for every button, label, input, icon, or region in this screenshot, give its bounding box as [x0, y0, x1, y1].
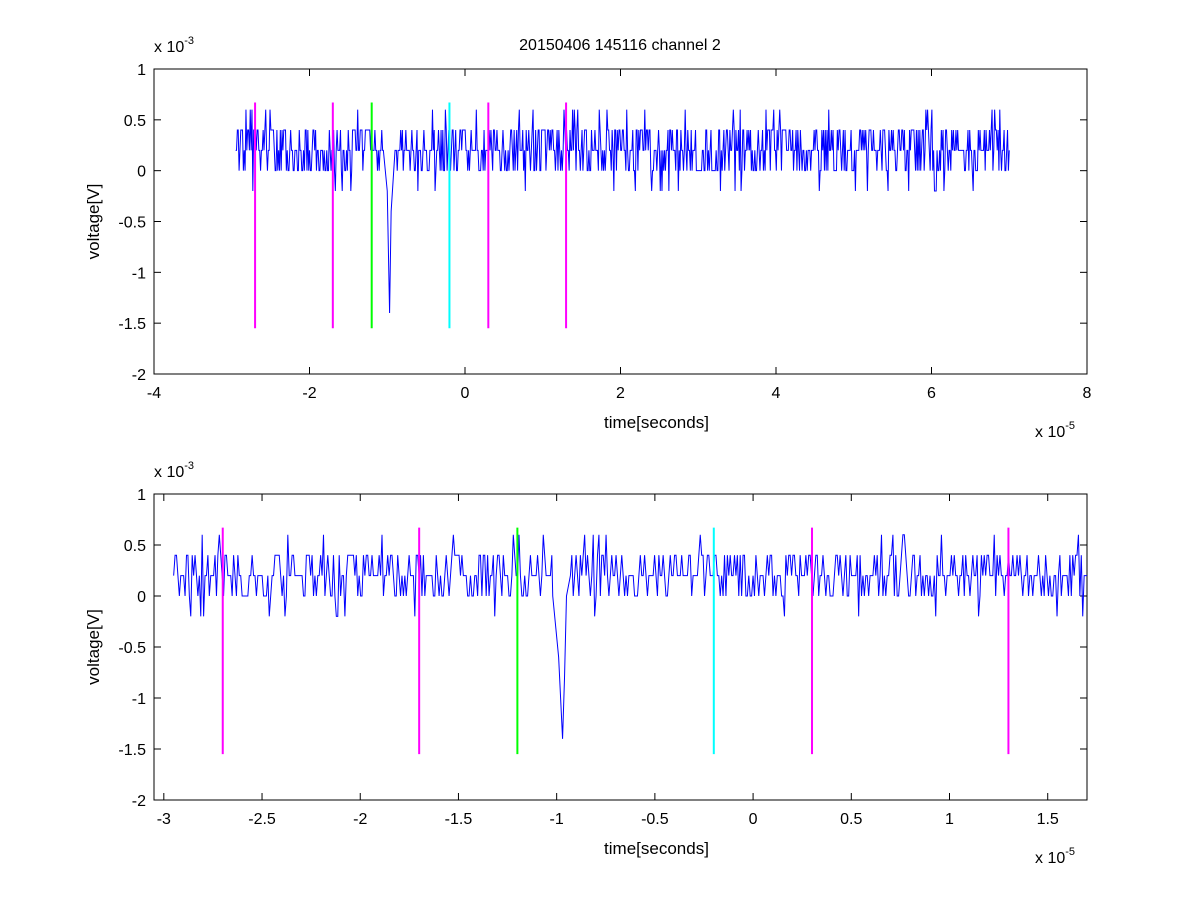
- x-multiplier-exponent: -5: [1065, 846, 1075, 858]
- y-tick-label: -2: [132, 367, 146, 384]
- x-tick-label: -4: [147, 385, 161, 402]
- y-multiplier-exponent: -3: [184, 460, 194, 472]
- x-tick-label: -2: [302, 385, 316, 402]
- x-tick-label: 4: [772, 385, 781, 402]
- x-tick-label: 2: [616, 385, 625, 402]
- x-tick-label: -3: [157, 811, 171, 828]
- y-tick-label: -0.5: [118, 215, 146, 232]
- plot-frame: [153, 493, 1088, 801]
- y-tick-label: -2: [132, 793, 146, 810]
- x-tick-label: 8: [1083, 385, 1092, 402]
- x-tick-label: 6: [927, 385, 936, 402]
- plot-frame: [153, 68, 1088, 375]
- y-tick-label: 0: [137, 164, 146, 181]
- y-tick-label: 0.5: [124, 538, 146, 555]
- x-tick-label: -2.5: [248, 811, 276, 828]
- x-multiplier-exponent: -5: [1065, 420, 1075, 432]
- y-tick-label: -1: [132, 265, 146, 282]
- x-multiplier: x 10-5: [1035, 846, 1075, 867]
- signal-trace: [235, 109, 1010, 314]
- y-tick-label: 0.5: [124, 113, 146, 130]
- x-tick-label: 1: [945, 811, 954, 828]
- x-axis-label: time[seconds]: [604, 839, 709, 858]
- top-plot: -4 -2 0 2 4 6 8-2-1.5-1-0.500.51time[seconds]v…: [84, 35, 1092, 441]
- x-axis-label: time[seconds]: [604, 413, 709, 432]
- y-axis-label: voltage[V]: [84, 184, 103, 260]
- chart-title: 20150406 145116 channel 2: [519, 37, 721, 54]
- y-tick-label: 1: [137, 62, 146, 79]
- x-tick-label: 0: [461, 385, 470, 402]
- x-multiplier: x 10-5: [1035, 420, 1075, 441]
- x-tick-label: -2: [353, 811, 367, 828]
- y-axis-label: voltage[V]: [84, 609, 103, 685]
- x-tick-label: 0: [749, 811, 758, 828]
- bottom-plot: -3 -2.5 -2 -1.5 -1 -0.5 0 0.5 1 1.5 -2 -1.5 -1 -0.5 0 0…: [84, 460, 1088, 867]
- x-tick-label: 1.5: [1037, 811, 1059, 828]
- y-tick-label: -1: [132, 691, 146, 708]
- y-tick-label: 1: [137, 487, 146, 504]
- y-multiplier: x 10-3: [154, 460, 194, 481]
- y-multiplier-exponent: -3: [184, 35, 194, 47]
- y-multiplier: x 10-3: [154, 35, 194, 56]
- x-tick-label: -0.5: [641, 811, 669, 828]
- y-tick-label: -1.5: [118, 742, 146, 759]
- signal-trace: [173, 534, 1087, 739]
- y-tick-label: -0.5: [118, 640, 146, 657]
- x-tick-label: 0.5: [840, 811, 862, 828]
- x-tick-label: -1: [550, 811, 564, 828]
- y-tick-label: -1.5: [118, 316, 146, 333]
- x-tick-label: -1.5: [445, 811, 473, 828]
- y-tick-label: 0: [137, 589, 146, 606]
